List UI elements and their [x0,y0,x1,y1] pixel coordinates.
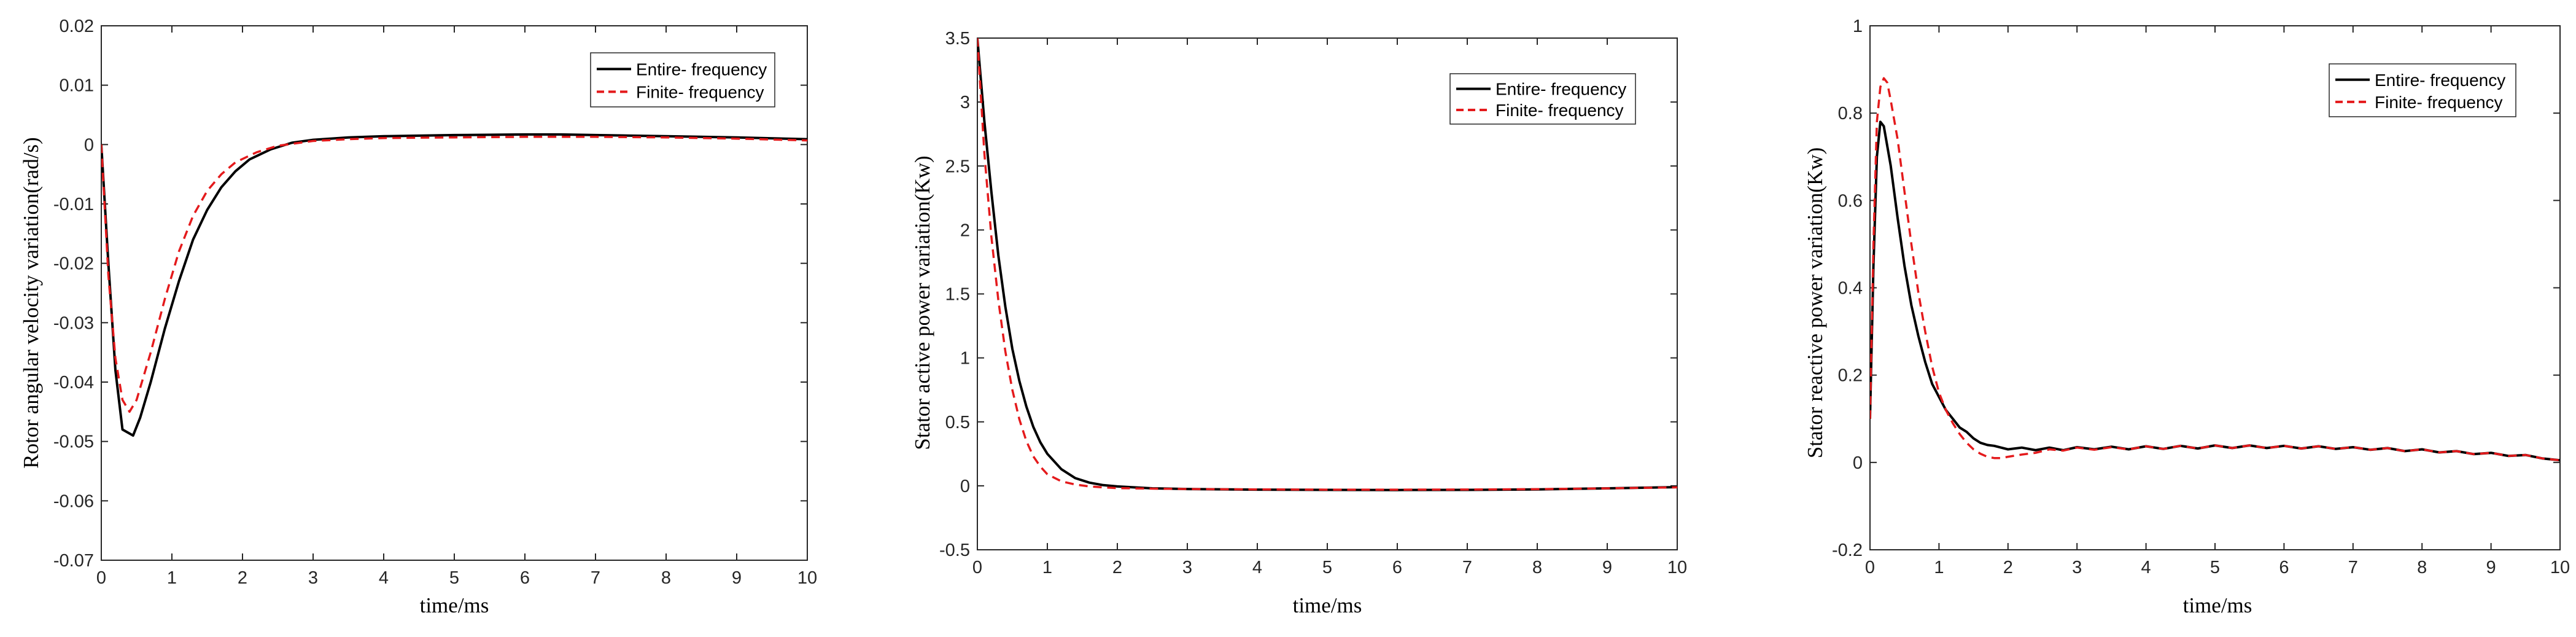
chart-xlabel: time/ms [420,593,489,617]
x-tick-label: 8 [1532,558,1542,577]
legend-label: Finite- frequency [636,82,764,101]
x-tick-label: 4 [2141,558,2151,577]
stator-reactive-power-chart: time/ms Stator reactive power variation(… [1803,17,2570,617]
y-tick-label: -0.04 [53,373,94,393]
x-tick-label: 7 [2348,558,2358,577]
y-tick-label: 0.2 [1838,366,1863,386]
x-tick-label: 4 [379,568,389,588]
y-tick-label: 0.4 [1838,279,1863,299]
legend-label: Entire- frequency [2375,71,2505,90]
y-tick-label: -0.05 [53,432,94,452]
x-tick-label: 8 [661,568,671,588]
x-tick-label: 7 [591,568,600,588]
y-tick-label: 3.5 [945,29,970,49]
y-tick-label: -0.03 [53,313,94,333]
x-tick-label: 0 [1865,558,1875,577]
y-tick-label: -0.02 [53,254,94,274]
y-tick-label: 0 [84,135,94,155]
series-line-entire-frequency [101,133,807,437]
y-tick-label: 0 [960,477,970,496]
x-tick-label: 3 [308,568,318,588]
chart-ylabel: Stator reactive power variation(Kw) [1803,147,1827,458]
x-tick-label: 5 [2210,558,2220,577]
chart-ylabel: Stator active power variation(Kw) [910,155,934,450]
y-tick-label: 3 [960,93,970,112]
x-tick-label: 5 [449,568,459,588]
y-tick-label: 1 [960,349,970,369]
legend-box [1449,73,1636,125]
x-tick-label: 6 [520,568,530,588]
y-tick-label: 0.02 [60,17,94,36]
y-tick-label: 0.01 [60,76,94,96]
x-tick-label: 5 [1322,558,1332,577]
rotor-velocity-chart: time/ms Rotor angular velocity variation… [19,17,817,617]
y-tick-label: 0.8 [1838,104,1863,123]
x-tick-label: 3 [2072,558,2082,577]
x-tick-label: 2 [2003,558,2013,577]
y-tick-label: -0.2 [1832,541,1863,560]
x-tick-label: 0 [96,568,106,588]
x-tick-label: 2 [1112,558,1122,577]
y-tick-label: -0.07 [53,551,94,571]
x-tick-label: 10 [797,568,817,588]
x-tick-label: 1 [1934,558,1944,577]
y-tick-label: -0.5 [939,541,970,560]
series-line-finite-frequency [101,136,807,413]
y-tick-label: 2.5 [945,157,970,176]
y-tick-label: -0.06 [53,491,94,511]
y-tick-label: 0.5 [945,413,970,432]
stator-active-power-chart: time/ms Stator active power variation(Kw… [910,29,1687,617]
y-tick-label: 1.5 [945,285,970,305]
legend-label: Finite- frequency [1496,101,1624,120]
x-tick-label: 9 [1602,558,1612,577]
legend-box [2329,63,2516,117]
x-tick-label: 2 [238,568,247,588]
y-tick-label: 0.6 [1838,191,1863,211]
x-tick-label: 6 [1392,558,1402,577]
legend-label: Finite- frequency [2375,93,2503,112]
chart-xlabel: time/ms [2183,593,2252,617]
x-tick-label: 1 [167,568,177,588]
x-tick-label: 10 [2550,558,2570,577]
y-tick-label: 0 [1853,453,1863,473]
chart-ylabel: Rotor angular velocity variation(rad/s) [19,137,43,468]
legend-label: Entire- frequency [1496,80,1626,99]
plot-area [101,25,808,561]
x-tick-label: 1 [1042,558,1052,577]
x-tick-label: 10 [1667,558,1687,577]
y-tick-label: 2 [960,221,970,240]
chart-xlabel: time/ms [1293,593,1362,617]
x-tick-label: 4 [1252,558,1262,577]
legend-label: Entire- frequency [636,60,767,79]
x-tick-label: 9 [2486,558,2496,577]
series-line-finite-frequency [977,38,1677,491]
legend-box [590,52,775,107]
x-tick-label: 3 [1182,558,1192,577]
x-tick-label: 9 [732,568,742,588]
x-tick-label: 8 [2417,558,2427,577]
series-line-finite-frequency [1870,77,2560,462]
y-tick-label: -0.01 [53,195,94,214]
x-tick-label: 6 [2279,558,2289,577]
x-tick-label: 0 [972,558,982,577]
y-tick-label: 1 [1853,17,1863,36]
x-tick-label: 7 [1462,558,1472,577]
